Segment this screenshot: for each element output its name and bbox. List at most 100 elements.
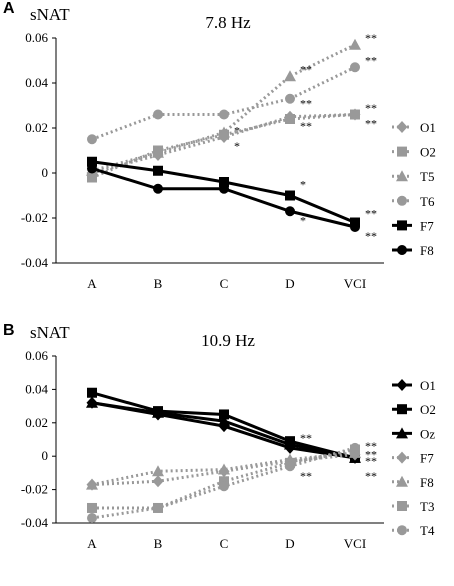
data-point <box>218 415 230 427</box>
data-point <box>87 134 97 145</box>
y-tick-label: 0.02 <box>25 415 48 430</box>
data-point <box>285 93 295 104</box>
significance-star: * <box>234 123 240 137</box>
legend-item-f8: F8 <box>392 243 434 258</box>
significance-star: ** <box>365 469 377 483</box>
legend-item-oz: Oz <box>392 426 435 441</box>
x-tick-label: D <box>285 536 294 551</box>
data-point <box>350 442 360 453</box>
series-oz <box>86 396 361 463</box>
significance-star: ** <box>365 229 377 243</box>
data-point <box>350 109 360 120</box>
data-point <box>87 172 97 183</box>
data-point <box>152 406 164 418</box>
significance-star: ** <box>365 54 377 68</box>
series-t6 <box>87 62 360 145</box>
legend-label: Oz <box>420 426 435 441</box>
data-point <box>219 183 229 194</box>
significance-star: ** <box>365 439 377 453</box>
legend-item-f7: F7 <box>392 451 434 466</box>
data-point <box>153 165 163 176</box>
significance-star: * <box>234 139 240 153</box>
data-point <box>152 146 164 158</box>
series-t5 <box>86 38 361 176</box>
significance-star: ** <box>300 119 312 133</box>
data-point <box>153 183 163 194</box>
panel-b-chart: sNAT 10.9 Hz -0.04 -0.02 0 0.02 0.04 0.06 A B C D VC… <box>21 323 436 551</box>
chart-title: 7.8 Hz <box>205 13 251 32</box>
y-tick-label: 0.04 <box>25 381 48 396</box>
data-point <box>285 114 295 124</box>
series-line <box>91 43 356 173</box>
data-point <box>350 222 360 232</box>
significance-star: * <box>300 177 306 191</box>
x-tick-label: C <box>220 536 229 551</box>
legend-label: T6 <box>420 194 435 209</box>
y-tick-label: 0.02 <box>25 120 48 135</box>
series-o2 <box>87 109 360 183</box>
legend-label: T5 <box>420 169 434 184</box>
legend-label: F8 <box>420 475 434 490</box>
x-tick-label: VCI <box>344 536 366 551</box>
legend-item-t3: T3 <box>392 499 434 514</box>
chart-title: 10.9 Hz <box>201 331 255 350</box>
y-tick-label: 0.04 <box>25 75 48 90</box>
data-point <box>153 502 163 513</box>
significance-star: ** <box>365 207 377 221</box>
data-point <box>219 109 229 120</box>
legend-marker <box>396 451 408 464</box>
legend-label: T3 <box>420 499 434 514</box>
data-point <box>87 156 97 167</box>
y-tick-label: -0.04 <box>21 255 49 270</box>
legend-marker <box>397 195 407 206</box>
y-tick-label: -0.04 <box>21 515 49 530</box>
legend-item-o2: O2 <box>392 145 436 160</box>
significance-star: ** <box>300 469 312 483</box>
data-point <box>218 463 230 475</box>
significance-star: ** <box>365 117 377 131</box>
x-tick-label: D <box>285 276 294 291</box>
legend-marker <box>396 379 408 391</box>
legend-label: F7 <box>420 218 434 233</box>
significance-star: ** <box>365 454 377 468</box>
significance-star: * <box>300 443 306 457</box>
data-point <box>285 206 295 217</box>
legend-label: O2 <box>420 145 436 160</box>
legend-marker <box>397 146 407 157</box>
data-point <box>219 409 229 420</box>
significance-star: * <box>300 213 306 227</box>
data-point <box>285 461 295 472</box>
legend-item-o1: O1 <box>392 378 436 393</box>
x-tick-label: A <box>87 536 97 551</box>
data-point <box>87 502 97 513</box>
legend-marker <box>397 525 407 536</box>
series-f8 <box>87 163 360 232</box>
x-tick-label: B <box>154 276 163 291</box>
data-point <box>349 38 361 50</box>
y-tick-label: 0 <box>42 448 49 463</box>
data-point <box>153 109 163 120</box>
data-point <box>152 465 164 477</box>
legend-label: F8 <box>420 243 434 258</box>
data-point <box>219 476 229 487</box>
panel-a-chart: sNAT 7.8 Hz -0.04 -0.02 0 0.02 0.04 0.06 A B C D VCI… <box>21 5 436 291</box>
legend-label: O2 <box>420 402 436 417</box>
significance-star: ** <box>365 101 377 115</box>
legend-label: O1 <box>420 120 436 135</box>
y-axis-label: sNAT <box>30 5 70 24</box>
data-point <box>219 481 229 492</box>
x-tick-label: A <box>87 276 97 291</box>
data-point <box>152 475 164 488</box>
legend-marker <box>397 501 407 511</box>
data-point <box>350 62 360 73</box>
x-tick-label: VCI <box>344 276 366 291</box>
y-axis-label: sNAT <box>30 323 70 342</box>
x-tick-label: B <box>154 536 163 551</box>
significance-star: ** <box>300 63 312 77</box>
legend-label: T4 <box>420 523 435 538</box>
data-point <box>87 387 97 398</box>
legend-item-t6: T6 <box>392 194 435 209</box>
legend-item-t5: T5 <box>392 169 434 184</box>
